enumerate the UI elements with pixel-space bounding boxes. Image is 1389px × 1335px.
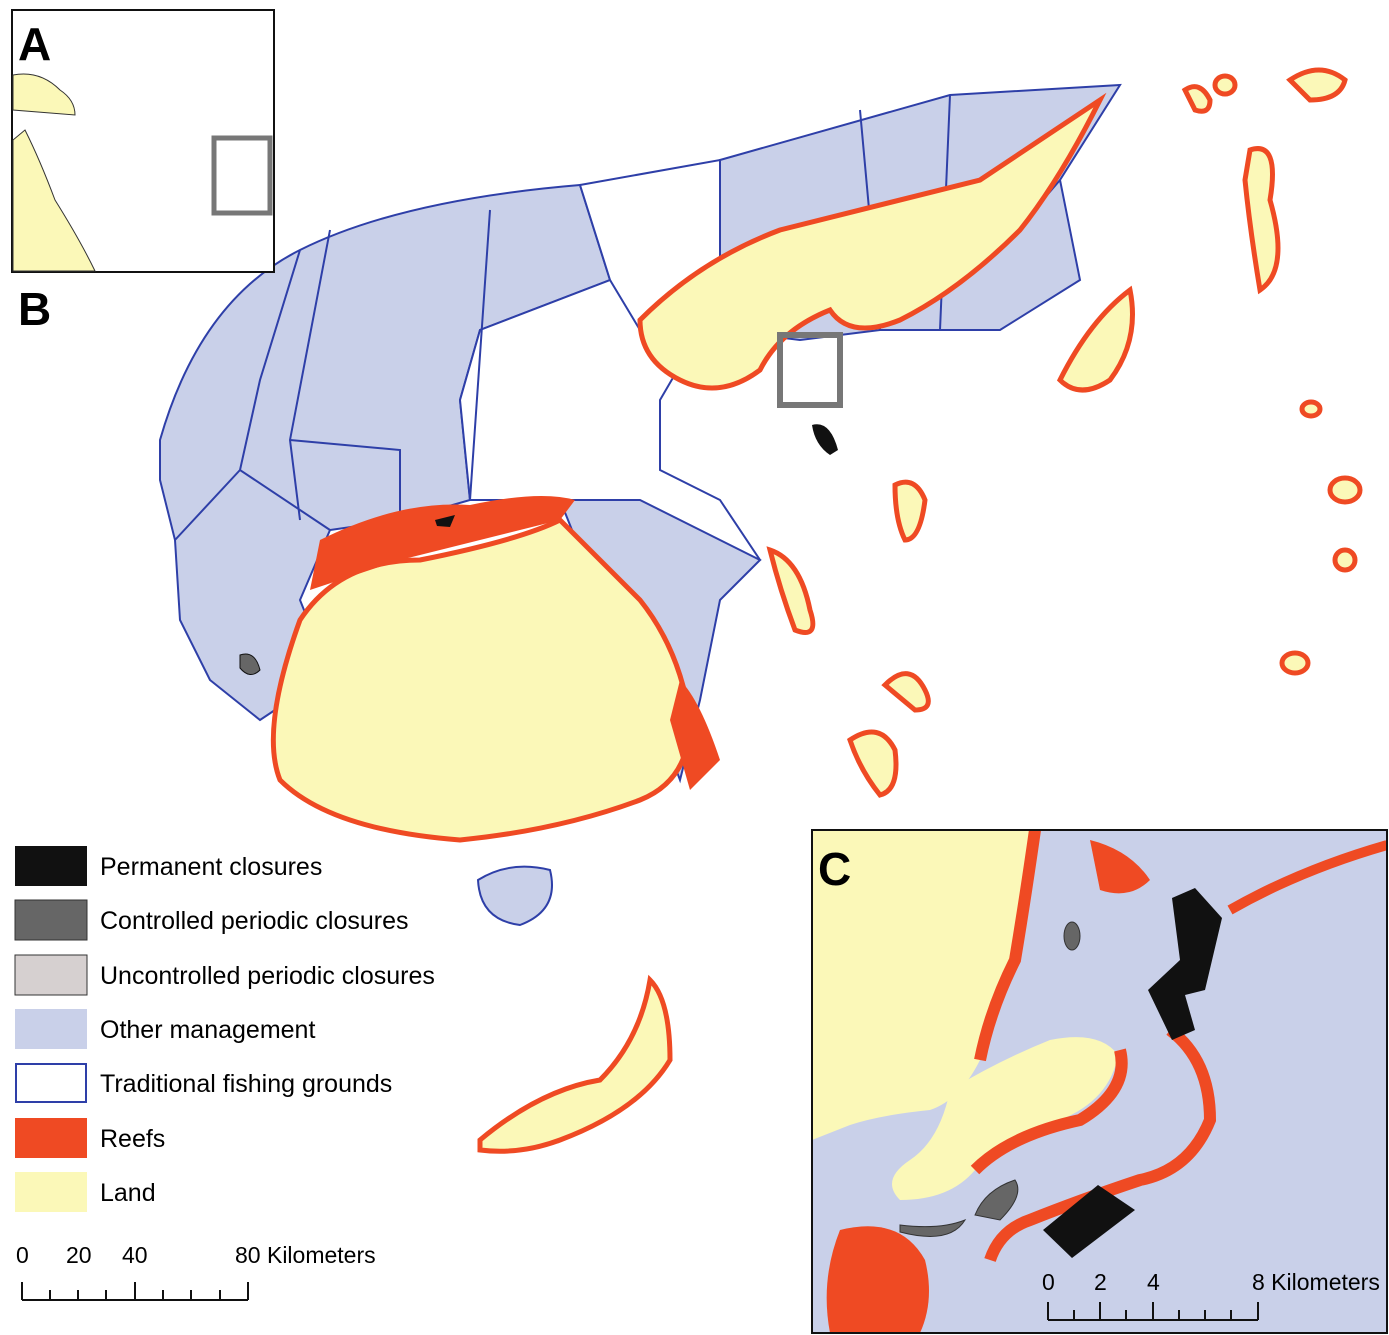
scale-label: 4 — [1147, 1269, 1160, 1295]
legend-swatch — [15, 900, 87, 940]
scale-label: 80 Kilometers — [235, 1242, 376, 1268]
legend-swatch — [15, 1009, 87, 1049]
legend-swatch — [15, 955, 87, 995]
legend-swatch — [15, 1118, 87, 1158]
legend-swatch — [16, 1064, 86, 1102]
panel-label: A — [18, 18, 51, 70]
scale-label: 8 Kilometers — [1252, 1269, 1380, 1295]
land — [1290, 70, 1345, 100]
land — [1060, 290, 1133, 390]
scale-label: 2 — [1094, 1269, 1107, 1295]
land — [1335, 550, 1355, 570]
legend-label: Other management — [100, 1016, 315, 1044]
legend: Permanent closures Controlled periodic c… — [15, 846, 435, 1212]
land — [895, 482, 925, 540]
legend-label: Land — [100, 1179, 156, 1207]
inset-locator — [780, 335, 840, 405]
legend-label: Controlled periodic closures — [100, 907, 408, 935]
permanent-closure — [812, 424, 838, 455]
land — [480, 980, 670, 1151]
land — [1185, 87, 1210, 112]
management-area — [478, 867, 552, 925]
legend-label: Uncontrolled periodic closures — [100, 962, 435, 990]
land — [1282, 653, 1308, 673]
panel-c: C 0 2 4 8 Kilometers — [812, 830, 1387, 1333]
land — [1245, 149, 1278, 290]
scale-label: 20 — [66, 1242, 92, 1268]
land — [770, 550, 813, 633]
panel-a: A — [12, 10, 274, 272]
legend-label: Traditional fishing grounds — [100, 1070, 392, 1098]
scale-line — [22, 1282, 248, 1300]
controlled-closure — [1064, 922, 1080, 950]
land — [850, 732, 896, 795]
land — [1215, 76, 1235, 94]
land — [1330, 478, 1360, 502]
scale-label: 0 — [16, 1242, 29, 1268]
map: A B Permanent closures Controlled period… — [0, 0, 1389, 1335]
panel-label: C — [818, 843, 851, 895]
legend-label: Reefs — [100, 1125, 165, 1153]
scale-bar: 0 20 40 80 Kilometers — [16, 1242, 376, 1300]
scale-label: 40 — [122, 1242, 148, 1268]
land — [885, 674, 928, 710]
legend-swatch — [15, 846, 87, 886]
panel-label: B — [18, 283, 51, 335]
land — [1302, 402, 1320, 416]
legend-label: Permanent closures — [100, 853, 322, 881]
scale-label: 0 — [1042, 1269, 1055, 1295]
legend-swatch — [15, 1172, 87, 1212]
